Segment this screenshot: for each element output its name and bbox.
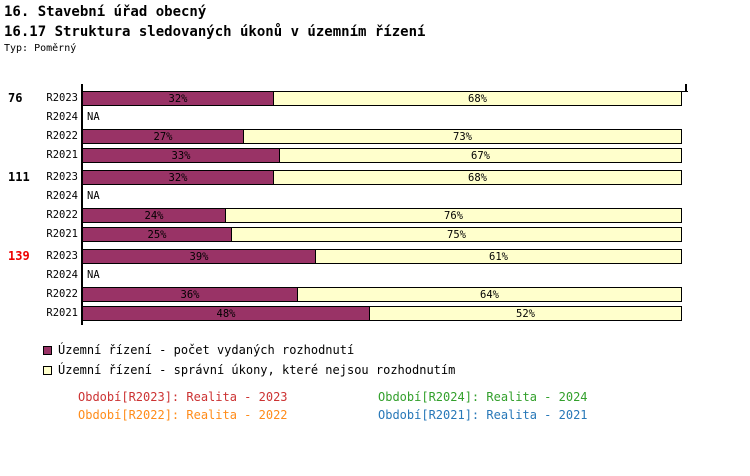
stacked-bar: 24% 76% xyxy=(82,208,682,223)
series-legend: Územní řízení - počet vydaných rozhodnut… xyxy=(43,343,455,383)
bar-segment-decisions: 25% xyxy=(82,227,232,242)
na-value-label: NA xyxy=(87,190,100,202)
year-axis-label: R2023 xyxy=(46,171,78,183)
group-total-label: 139 xyxy=(8,249,30,263)
stacked-bar: 39% 61% xyxy=(82,249,682,264)
group-total-label: 76 xyxy=(8,91,23,105)
bar-segment-decisions: 32% xyxy=(82,170,274,185)
chart-title: 16.17 Struktura sledovaných úkonů v územ… xyxy=(4,24,426,40)
year-axis-label: R2024 xyxy=(46,190,78,202)
top-right-axis-stub xyxy=(682,91,688,92)
bar-segment-decisions: 36% xyxy=(82,287,298,302)
year-axis-label: R2021 xyxy=(46,307,78,319)
bar-segment-other-acts: 52% xyxy=(370,306,682,321)
bar-segment-other-acts: 75% xyxy=(232,227,682,242)
legend-label: Územní řízení - správní úkony, které nej… xyxy=(58,363,456,377)
bar-segment-other-acts: 68% xyxy=(274,170,682,185)
stacked-bar: 25% 75% xyxy=(82,227,682,242)
year-axis-label: R2022 xyxy=(46,130,78,142)
bar-segment-decisions: 33% xyxy=(82,148,280,163)
legend-label: Územní řízení - počet vydaných rozhodnut… xyxy=(58,343,355,357)
bar-segment-decisions: 24% xyxy=(82,208,226,223)
year-axis-label: R2021 xyxy=(46,228,78,240)
bar-segment-decisions: 32% xyxy=(82,91,274,106)
bar-segment-other-acts: 61% xyxy=(316,249,682,264)
year-axis-label: R2023 xyxy=(46,250,78,262)
stacked-bar: 36% 64% xyxy=(82,287,682,302)
na-value-label: NA xyxy=(87,111,100,123)
bar-segment-other-acts: 67% xyxy=(280,148,682,163)
year-axis-label: R2022 xyxy=(46,209,78,221)
chart-type-label: Typ: Poměrný xyxy=(4,43,77,54)
stacked-bar: 33% 67% xyxy=(82,148,682,163)
year-axis-label: R2024 xyxy=(46,111,78,123)
year-axis-label: R2021 xyxy=(46,149,78,161)
year-axis-label: R2024 xyxy=(46,269,78,281)
year-axis-label: R2022 xyxy=(46,288,78,300)
bar-segment-decisions: 27% xyxy=(82,129,244,144)
na-value-label: NA xyxy=(87,269,100,281)
period-legend-item: Období[R2023]: Realita - 2023 xyxy=(78,390,288,404)
bar-segment-decisions: 39% xyxy=(82,249,316,264)
bar-segment-decisions: 48% xyxy=(82,306,370,321)
bar-segment-other-acts: 68% xyxy=(274,91,682,106)
section-title: 16. Stavební úřad obecný xyxy=(4,4,207,20)
group-total-label: 111 xyxy=(8,170,30,184)
period-legend-item: Období[R2022]: Realita - 2022 xyxy=(78,408,288,422)
stacked-bar: 32% 68% xyxy=(82,91,682,106)
bar-segment-other-acts: 73% xyxy=(244,129,682,144)
bar-segment-other-acts: 76% xyxy=(226,208,682,223)
legend-swatch xyxy=(43,345,52,355)
bar-segment-other-acts: 64% xyxy=(298,287,682,302)
period-legend-item: Období[R2024]: Realita - 2024 xyxy=(378,390,588,404)
legend-item: Územní řízení - počet vydaných rozhodnut… xyxy=(43,343,455,357)
y-axis-line xyxy=(81,84,83,325)
period-legend-item: Období[R2021]: Realita - 2021 xyxy=(378,408,588,422)
legend-item: Územní řízení - správní úkony, které nej… xyxy=(43,363,455,377)
stacked-bar: 48% 52% xyxy=(82,306,682,321)
stacked-bar: 32% 68% xyxy=(82,170,682,185)
top-right-axis-tick xyxy=(685,84,687,92)
year-axis-label: R2023 xyxy=(46,92,78,104)
stacked-bar: 27% 73% xyxy=(82,129,682,144)
legend-swatch xyxy=(43,365,52,375)
